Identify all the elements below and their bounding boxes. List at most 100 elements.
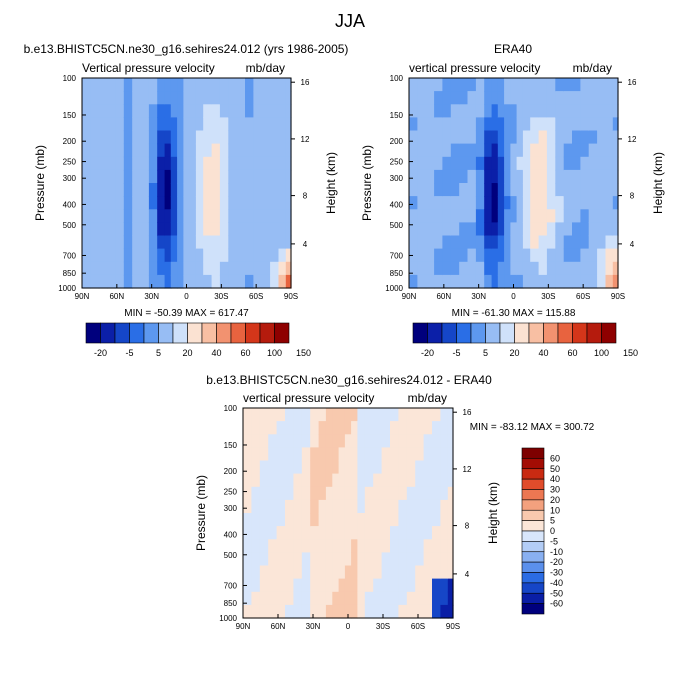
contour-cell — [148, 91, 158, 105]
contour-cell — [390, 460, 399, 475]
colorbar-swatch — [528, 322, 544, 344]
contour-cell — [504, 183, 511, 197]
contour-cell — [123, 196, 133, 210]
contour-cell — [546, 222, 556, 237]
contour-cell — [132, 156, 142, 171]
contour-cell — [364, 591, 374, 606]
colorbar-label: -40 — [550, 578, 563, 588]
contour-cell — [259, 486, 269, 501]
contour-cell — [236, 261, 246, 276]
contour-cell — [406, 473, 416, 488]
contour-cell — [285, 143, 292, 158]
contour-cell — [285, 130, 292, 145]
contour-cell — [115, 117, 125, 132]
contour-cell — [530, 248, 540, 263]
contour-cell — [338, 486, 346, 501]
contour-cell — [440, 513, 449, 527]
contour-cell — [447, 408, 454, 422]
contour-cell — [425, 183, 435, 197]
y-tick-label: 1000 — [58, 284, 76, 293]
contour-cell — [398, 447, 408, 462]
contour-cell — [434, 222, 444, 237]
x-tick-label: 30S — [541, 292, 555, 301]
contour-cell — [123, 248, 133, 263]
contour-cell — [522, 274, 531, 289]
contour-cell — [357, 591, 366, 606]
y-axis-label: Pressure (mb) — [33, 145, 47, 221]
contour-cell — [148, 183, 158, 197]
contour-cell — [432, 486, 441, 501]
contour-cell — [259, 513, 269, 527]
contour-cell — [357, 604, 366, 619]
contour-cell — [447, 473, 454, 488]
y-tick-label: 150 — [390, 111, 404, 120]
contour-cell — [612, 274, 619, 289]
contour-cell — [236, 143, 246, 158]
contour-cell — [270, 196, 280, 210]
contour-cell — [605, 143, 614, 158]
colorbar-swatch — [521, 592, 545, 604]
contour-cell — [318, 604, 327, 619]
colorbar-swatch — [521, 468, 545, 480]
contour-cell — [538, 183, 548, 197]
contour-cell — [243, 552, 252, 567]
colorbar-swatch — [485, 322, 501, 344]
contour-cell — [440, 552, 449, 567]
contour-cell — [612, 143, 619, 158]
contour-cell — [344, 499, 352, 514]
contour-cell — [278, 261, 287, 276]
contour-cell — [351, 591, 358, 606]
y-tick-label: 500 — [63, 221, 77, 230]
contour-cell — [344, 421, 352, 435]
contour-cell — [318, 499, 327, 514]
contour-cell — [177, 235, 184, 250]
contour-cell — [588, 248, 598, 263]
contour-cell — [236, 130, 246, 145]
contour-cell — [447, 604, 454, 619]
contour-cell — [123, 235, 133, 250]
contour-cell — [189, 143, 197, 158]
contour-cell — [293, 499, 303, 514]
contour-cell — [440, 473, 449, 488]
contour-cell — [332, 408, 340, 422]
contour-cell — [580, 130, 590, 145]
colorbar-label: 5 — [550, 516, 555, 526]
contour-cell — [211, 78, 221, 92]
contour-cell — [115, 196, 125, 210]
contour-cell — [484, 261, 493, 276]
colorbar-swatch — [521, 509, 545, 521]
y-right-tick-label: 12 — [628, 135, 637, 144]
contour-cell — [459, 261, 469, 276]
contour-cell — [310, 447, 320, 462]
contour-cell — [82, 274, 91, 289]
contour-cell — [442, 169, 452, 184]
contour-cell — [406, 460, 416, 475]
contour-cell — [189, 196, 197, 210]
contour-cell — [253, 183, 263, 197]
contour-cell — [259, 604, 269, 619]
contour-cell — [555, 169, 565, 184]
contour-cell — [484, 248, 493, 263]
contour-cell — [310, 473, 320, 488]
contour-cell — [597, 248, 607, 263]
contour-cell — [259, 539, 269, 553]
contour-cell — [132, 78, 142, 92]
contour-cell — [373, 408, 383, 422]
contour-cell — [530, 261, 540, 276]
contour-cell — [555, 78, 565, 92]
contour-cell — [98, 261, 108, 276]
contour-cell — [381, 552, 391, 567]
contour-cell — [301, 591, 311, 606]
contour-cell — [276, 408, 286, 422]
contour-cell — [434, 130, 444, 145]
contour-cell — [588, 143, 598, 158]
contour-cell — [132, 104, 142, 118]
contour-cell — [293, 591, 303, 606]
contour-cell — [510, 78, 518, 92]
contour-cell — [318, 591, 327, 606]
y-tick-label: 100 — [390, 74, 404, 83]
subtitle-right: mb/day — [573, 61, 612, 75]
contour-cell — [467, 91, 477, 105]
contour-cell — [253, 78, 263, 92]
contour-cell — [563, 196, 573, 210]
